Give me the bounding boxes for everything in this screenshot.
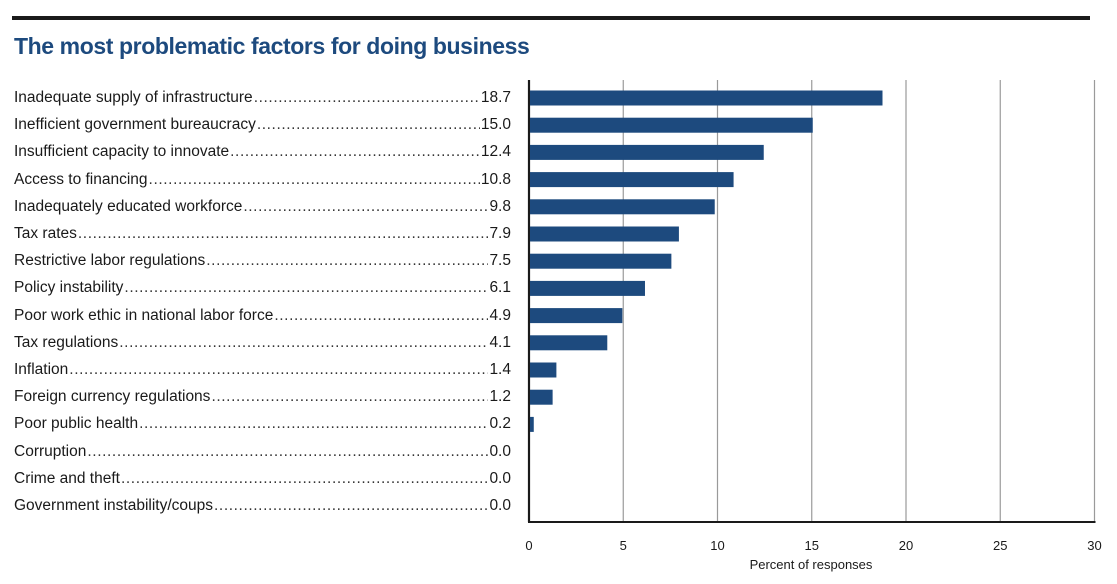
leader-dots: ........................................… — [148, 170, 480, 188]
bar-6 — [530, 253, 672, 269]
leader-dots: ........................................… — [211, 388, 488, 406]
category-label: Poor work ethic in national labor force — [14, 306, 274, 324]
top-rule — [12, 16, 1090, 20]
leader-dots: ........................................… — [124, 279, 489, 297]
value-label: 9.8 — [489, 197, 511, 215]
bar-8 — [530, 308, 623, 324]
value-label: 10.8 — [480, 170, 511, 188]
x-tick-label: 25 — [993, 538, 1007, 553]
leader-dots: ........................................… — [206, 252, 488, 270]
category-label: Restrictive labor regulations — [14, 252, 206, 270]
value-label: 1.4 — [489, 361, 511, 378]
leader-dots: ........................................… — [77, 225, 489, 242]
bar-11 — [530, 389, 553, 405]
value-label: 0.0 — [489, 469, 511, 487]
category-row: Poor public health......................… — [14, 412, 511, 436]
value-label: 15.0 — [480, 116, 511, 134]
leader-dots: ........................................… — [69, 361, 488, 378]
x-axis-label: Percent of responses — [750, 557, 873, 572]
category-label: Crime and theft — [14, 469, 120, 487]
value-label: 0.0 — [489, 497, 511, 514]
value-label: 7.9 — [489, 225, 511, 242]
leader-dots: ........................................… — [120, 469, 489, 487]
category-label: Corruption — [14, 442, 87, 460]
x-tick-label: 30 — [1087, 538, 1101, 553]
category-row: Inadequately educated workforce.........… — [14, 195, 511, 219]
bar-3 — [530, 172, 734, 188]
category-label: Policy instability — [14, 279, 124, 297]
chart-title: The most problematic factors for doing b… — [14, 33, 530, 59]
category-row: Inflation...............................… — [14, 358, 511, 382]
category-row: Corruption..............................… — [14, 440, 511, 464]
category-label: Inadequate supply of infrastructure — [14, 89, 253, 106]
bar-2 — [530, 144, 764, 160]
value-label: 6.1 — [489, 279, 511, 297]
bar-5 — [530, 226, 679, 242]
x-tick-label: 10 — [710, 538, 724, 553]
value-label: 4.9 — [489, 306, 511, 324]
category-label: Access to financing — [14, 170, 148, 188]
category-label: Government instability/coups — [14, 497, 214, 514]
category-row: Insufficient capacity to innovate.......… — [14, 140, 511, 164]
category-row: Policy instability......................… — [14, 276, 511, 300]
category-row: Restrictive labor regulations...........… — [14, 249, 511, 273]
x-tick-label: 0 — [525, 538, 532, 553]
value-label: 1.2 — [489, 388, 511, 406]
x-tick-label: 5 — [620, 538, 627, 553]
category-row: Access to financing.....................… — [14, 168, 511, 192]
category-label: Inefficient government bureaucracy — [14, 116, 256, 134]
category-label: Foreign currency regulations — [14, 388, 211, 406]
value-label: 7.5 — [489, 252, 511, 270]
leader-dots: ........................................… — [214, 497, 489, 514]
leader-dots: ........................................… — [139, 415, 488, 433]
category-label: Poor public health — [14, 415, 139, 433]
category-row: Tax regulations.........................… — [14, 331, 511, 355]
value-label: 12.4 — [480, 143, 511, 161]
category-row: Inadequate supply of infrastructure.....… — [14, 86, 511, 110]
value-label: 4.1 — [489, 333, 511, 351]
x-tick-label: 15 — [805, 538, 819, 553]
bar-0 — [530, 90, 883, 106]
value-label: 18.7 — [480, 89, 511, 106]
bar-10 — [530, 362, 557, 378]
leader-dots: ........................................… — [274, 306, 488, 324]
category-row: Tax rates...............................… — [14, 222, 511, 246]
x-tick-label: 20 — [899, 538, 913, 553]
category-row: Inefficient government bureaucracy......… — [14, 113, 511, 137]
category-label: Insufficient capacity to innovate — [14, 143, 230, 161]
leader-dots: ........................................… — [230, 143, 480, 161]
category-label: Tax regulations — [14, 333, 119, 351]
leader-dots: ........................................… — [119, 333, 488, 351]
category-label: Inflation — [14, 361, 69, 378]
category-label: Inadequately educated workforce — [14, 197, 243, 215]
category-row: Crime and theft.........................… — [14, 467, 511, 491]
category-label: Tax rates — [14, 225, 77, 242]
category-row: Foreign currency regulations............… — [14, 385, 511, 409]
value-label: 0.2 — [489, 415, 511, 433]
leader-dots: ........................................… — [256, 116, 480, 134]
leader-dots: ........................................… — [243, 197, 489, 215]
bar-4 — [530, 199, 715, 215]
leader-dots: ........................................… — [253, 89, 480, 106]
bar-7 — [530, 280, 645, 296]
bar-12 — [530, 416, 534, 432]
leader-dots: ........................................… — [87, 442, 488, 460]
category-row: Government instability/coups............… — [14, 494, 511, 518]
value-label: 0.0 — [489, 442, 511, 460]
category-row: Poor work ethic in national labor force.… — [14, 304, 511, 328]
bar-9 — [530, 335, 608, 351]
bar-1 — [530, 117, 813, 133]
